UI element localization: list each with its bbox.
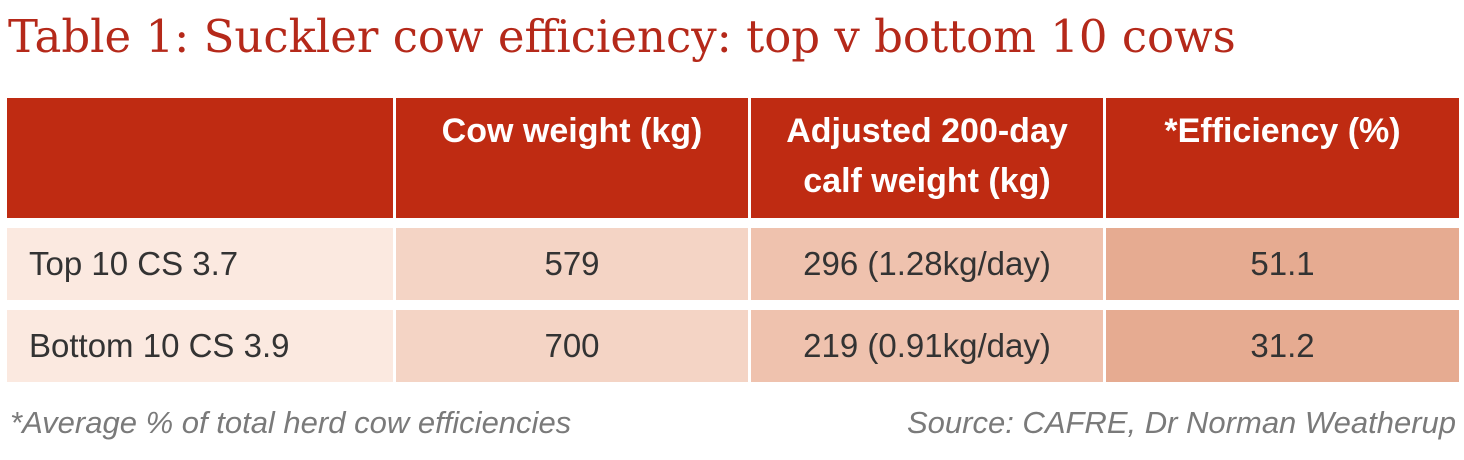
header-cow-weight: Cow weight (kg) [393, 98, 748, 218]
efficiency-table: Cow weight (kg) Adjusted 200-day calf we… [7, 98, 1459, 382]
efficiency-cell: 51.1 [1103, 228, 1459, 300]
row-spacer [7, 300, 1459, 310]
efficiency-cell: 31.2 [1103, 310, 1459, 382]
cow-weight-cell: 700 [393, 310, 748, 382]
calf-weight-cell: 296 (1.28kg/day) [748, 228, 1103, 300]
table-row-bottom10: Bottom 10 CS 3.9 700 219 (0.91kg/day) 31… [7, 310, 1459, 382]
header-efficiency: *Efficiency (%) [1103, 98, 1459, 218]
row-spacer [7, 218, 1459, 228]
footnote: *Average % of total herd cow efficiencie… [10, 405, 572, 440]
table-title: Table 1: Suckler cow efficiency: top v b… [8, 10, 1236, 63]
header-calf-weight-line1: Adjusted 200-day [786, 112, 1068, 150]
header-empty [7, 98, 393, 218]
source-credit: Source: CAFRE, Dr Norman Weatherup [906, 405, 1456, 440]
row-label: Bottom 10 CS 3.9 [7, 310, 393, 382]
row-label: Top 10 CS 3.7 [7, 228, 393, 300]
header-calf-weight: Adjusted 200-day calf weight (kg) [748, 98, 1103, 218]
calf-weight-cell: 219 (0.91kg/day) [748, 310, 1103, 382]
table-header-row: Cow weight (kg) Adjusted 200-day calf we… [7, 98, 1459, 218]
table-row-top10: Top 10 CS 3.7 579 296 (1.28kg/day) 51.1 [7, 228, 1459, 300]
header-calf-weight-line2: calf weight (kg) [803, 162, 1051, 200]
cow-weight-cell: 579 [393, 228, 748, 300]
